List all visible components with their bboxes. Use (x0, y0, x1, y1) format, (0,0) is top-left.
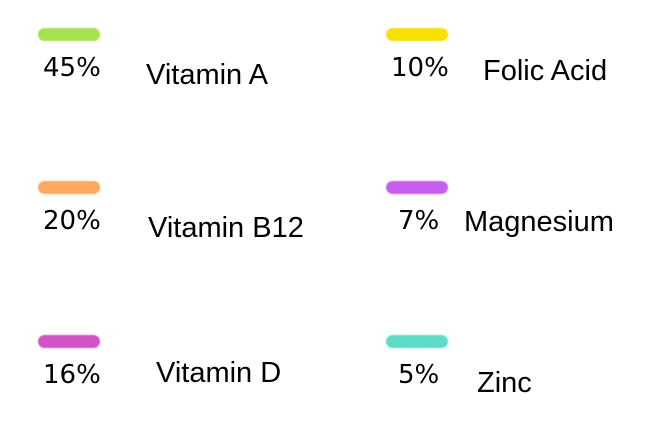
legend-item-folic-acid: 10% Folic Acid (386, 28, 662, 118)
legend-item-vitamin-a: 45% Vitamin A (38, 28, 338, 118)
legend-label-folic-acid: Folic Acid (483, 55, 608, 87)
legend-value-magnesium: 7% (398, 206, 440, 236)
legend-swatch-zinc (386, 335, 448, 348)
legend-swatch-vitamin-a (38, 28, 100, 41)
legend-label-vitamin-b12: Vitamin B12 (148, 212, 304, 244)
legend-value-zinc: 5% (398, 360, 440, 390)
legend-label-vitamin-d: Vitamin D (156, 357, 282, 389)
legend-swatch-magnesium (386, 181, 448, 194)
legend-item-vitamin-b12: 20% Vitamin B12 (38, 181, 338, 271)
legend-value-vitamin-a: 45% (43, 53, 101, 83)
legend-item-magnesium: 7% Magnesium (386, 181, 662, 271)
legend-value-vitamin-b12: 20% (43, 206, 101, 236)
legend-item-zinc: 5% Zinc (386, 335, 662, 425)
legend-label-zinc: Zinc (477, 367, 532, 399)
legend-swatch-folic-acid (386, 28, 448, 41)
legend-value-vitamin-d: 16% (43, 360, 101, 390)
legend-swatch-vitamin-d (38, 335, 100, 348)
legend-item-vitamin-d: 16% Vitamin D (38, 335, 338, 425)
legend-value-folic-acid: 10% (391, 53, 449, 83)
legend-swatch-vitamin-b12 (38, 181, 100, 194)
legend-label-vitamin-a: Vitamin A (146, 59, 268, 91)
legend-label-magnesium: Magnesium (464, 206, 614, 238)
